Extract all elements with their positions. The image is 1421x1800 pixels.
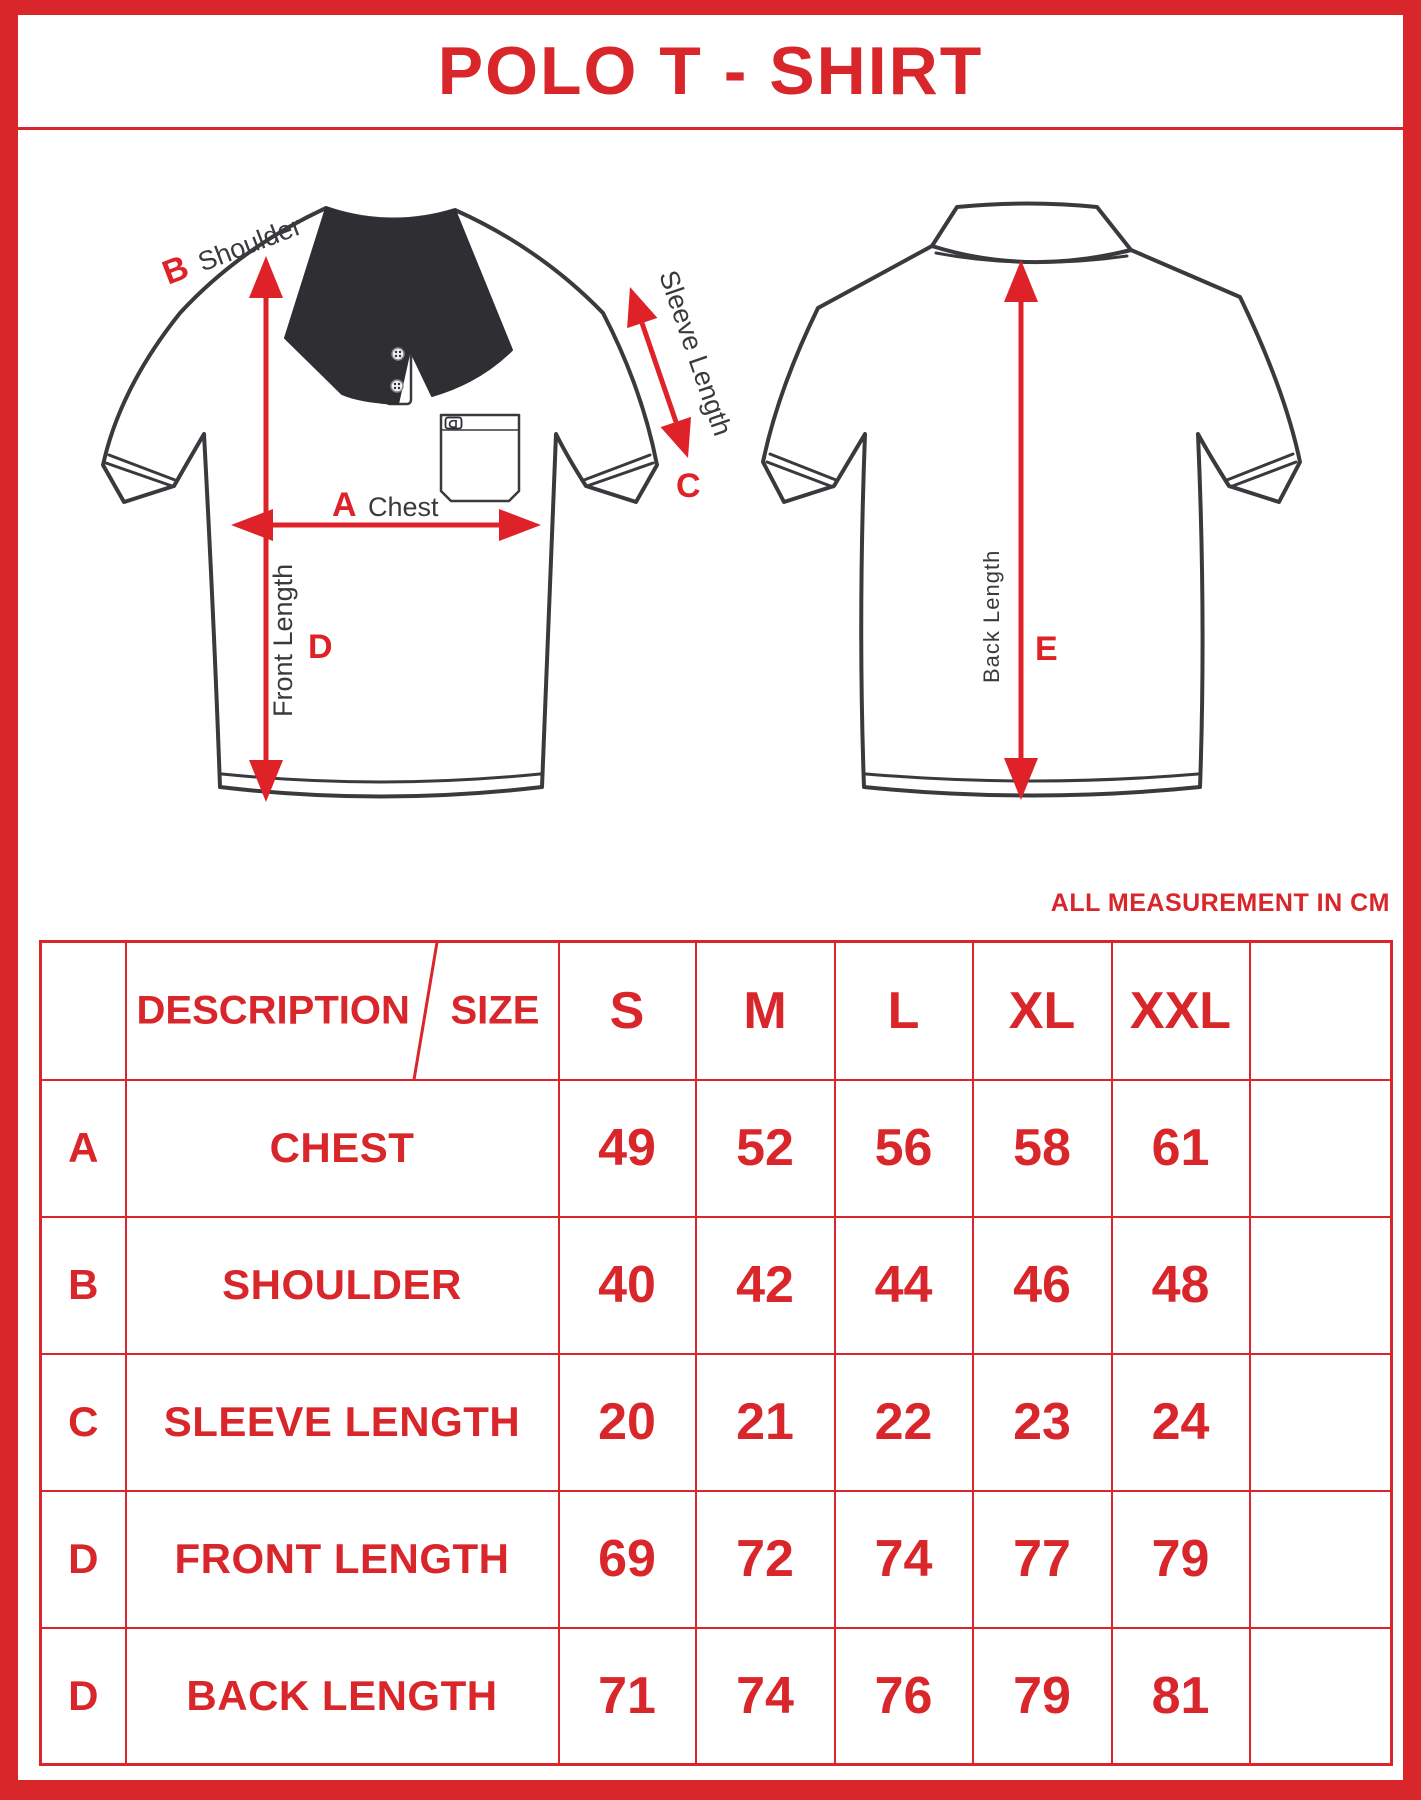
polo-back-diagram: Back Length E: [761, 201, 1302, 800]
value-cell: 56: [833, 1078, 974, 1218]
value-cell: 72: [694, 1489, 836, 1629]
value-cell: 74: [833, 1489, 974, 1629]
table-row-shoulder: B SHOULDER 40 42 44 46 48: [39, 1215, 1393, 1355]
value-cell: 24: [1110, 1352, 1251, 1492]
value-cell: 20: [557, 1352, 697, 1492]
back-length-arrow: [1004, 260, 1038, 800]
chest-letter: A: [332, 486, 357, 524]
chest-arrow: [231, 509, 541, 541]
row-letter: D: [39, 1489, 127, 1629]
empty-cell: [1248, 1489, 1393, 1629]
row-letter: D: [39, 1626, 127, 1766]
size-table: DESCRIPTION SIZE S M L XL XXL A CHEST 49…: [39, 940, 1393, 1766]
front-pocket: [439, 413, 521, 503]
back-left-cuff-seam: [765, 452, 838, 489]
value-cell: 23: [971, 1352, 1113, 1492]
front-buttons: [390, 347, 405, 393]
empty-cell: [1248, 1215, 1393, 1355]
table-row-chest: A CHEST 49 52 56 58 61: [39, 1078, 1393, 1218]
row-name: BACK LENGTH: [124, 1626, 560, 1766]
empty-header-cell: [1248, 940, 1393, 1081]
size-col-l: L: [833, 940, 974, 1081]
chest-label: Chest: [368, 492, 439, 522]
size-col-m: M: [694, 940, 836, 1081]
value-cell: 81: [1110, 1626, 1251, 1766]
size-col-xxl: XXL: [1110, 940, 1251, 1081]
page-title: POLO T - SHIRT: [437, 33, 984, 109]
value-cell: 74: [694, 1626, 836, 1766]
front-left-cuff-seam: [104, 453, 177, 488]
value-cell: 46: [971, 1215, 1113, 1355]
table-row-sleeve-length: C SLEEVE LENGTH 20 21 22 23 24: [39, 1352, 1393, 1492]
row-letter: A: [39, 1078, 127, 1218]
value-cell: 69: [557, 1489, 697, 1629]
value-cell: 58: [971, 1078, 1113, 1218]
value-cell: 21: [694, 1352, 836, 1492]
front-length-label: Front Length: [268, 564, 298, 717]
table-row-back-length: D BACK LENGTH 71 74 76 79 81: [39, 1626, 1393, 1766]
corner-cell: [39, 940, 127, 1081]
polo-front-diagram: B Shoulder A Chest Front Length D Sleeve…: [101, 206, 738, 802]
empty-cell: [1248, 1626, 1393, 1766]
sleeve-length-label: Sleeve Length: [653, 267, 738, 440]
row-name: FRONT LENGTH: [124, 1489, 560, 1629]
empty-cell: [1248, 1352, 1393, 1492]
back-length-letter: E: [1035, 630, 1058, 668]
value-cell: 40: [557, 1215, 697, 1355]
front-shirt-body: [101, 206, 659, 799]
description-header: DESCRIPTION: [136, 988, 410, 1033]
shoulder-letter: B: [157, 248, 194, 292]
row-name: SLEEVE LENGTH: [124, 1352, 560, 1492]
back-shirt-body: [761, 244, 1302, 798]
row-name: CHEST: [124, 1078, 560, 1218]
value-cell: 61: [1110, 1078, 1251, 1218]
value-cell: 77: [971, 1489, 1113, 1629]
value-cell: 48: [1110, 1215, 1251, 1355]
value-cell: 79: [1110, 1489, 1251, 1629]
description-size-cell: DESCRIPTION SIZE: [124, 940, 560, 1081]
table-header-row: DESCRIPTION SIZE S M L XL XXL: [39, 940, 1393, 1081]
row-name: SHOULDER: [124, 1215, 560, 1355]
size-col-xl: XL: [971, 940, 1113, 1081]
value-cell: 42: [694, 1215, 836, 1355]
diagonal-divider: [411, 941, 439, 1081]
table-row-front-length: D FRONT LENGTH 69 72 74 77 79: [39, 1489, 1393, 1629]
measurement-note: ALL MEASUREMENT IN CM: [1050, 889, 1390, 917]
back-length-label: Back Length: [979, 550, 1004, 683]
empty-cell: [1248, 1078, 1393, 1218]
row-letter: B: [39, 1215, 127, 1355]
front-length-letter: D: [308, 628, 333, 666]
value-cell: 76: [833, 1626, 974, 1766]
front-collar: [284, 207, 513, 405]
value-cell: 44: [833, 1215, 974, 1355]
size-col-s: S: [557, 940, 697, 1081]
chest-annotation: A Chest: [332, 486, 439, 524]
back-hem-seam: [864, 772, 1200, 783]
diagram-area: B Shoulder A Chest Front Length D Sleeve…: [18, 130, 1403, 922]
value-cell: 52: [694, 1078, 836, 1218]
title-bar: POLO T - SHIRT: [18, 15, 1403, 130]
sleeve-length-arrow: [627, 287, 691, 458]
row-letter: C: [39, 1352, 127, 1492]
front-right-cuff-seam: [582, 453, 655, 488]
pocket-logo: [444, 416, 463, 430]
value-cell: 71: [557, 1626, 697, 1766]
back-collar: [930, 201, 1133, 265]
back-right-cuff-seam: [1225, 452, 1298, 489]
value-cell: 79: [971, 1626, 1113, 1766]
back-collar-seam: [934, 251, 1129, 264]
value-cell: 22: [833, 1352, 974, 1492]
sleeve-length-letter: C: [676, 467, 701, 505]
size-header: SIZE: [450, 988, 540, 1033]
value-cell: 49: [557, 1078, 697, 1218]
